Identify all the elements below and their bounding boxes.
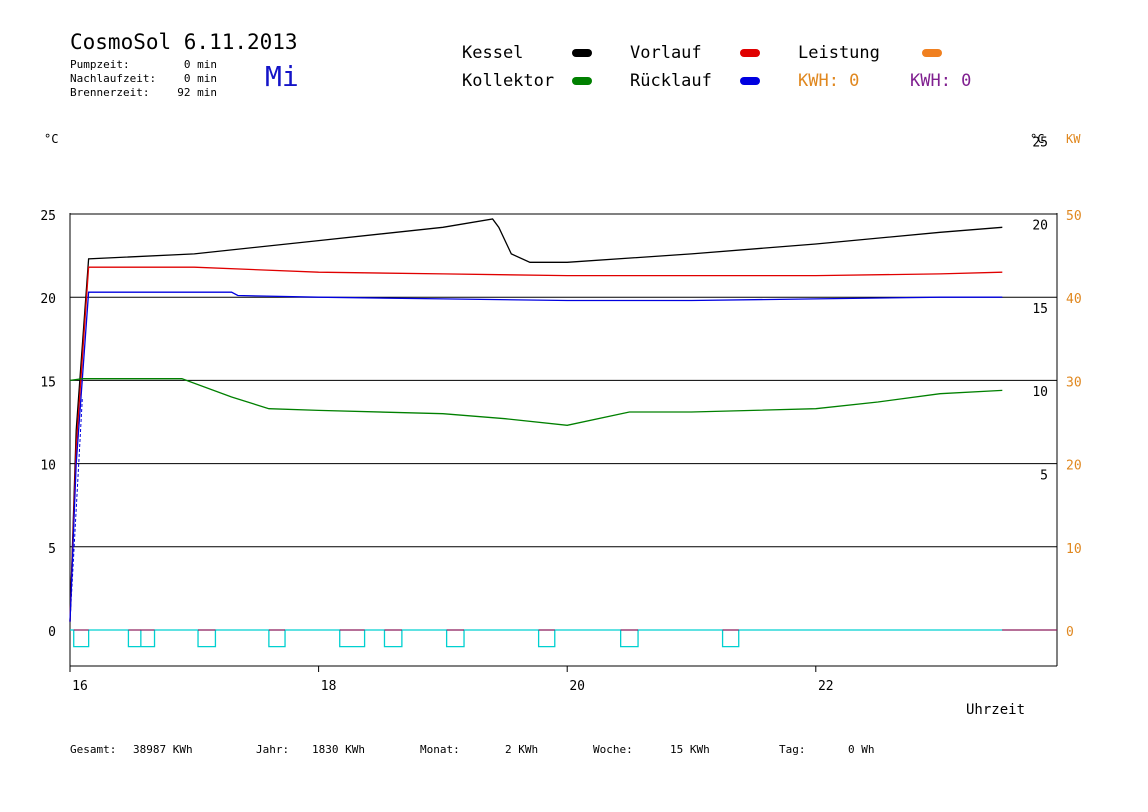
legend-leistung-label: Leistung xyxy=(798,43,880,63)
woche-label: Woche: xyxy=(593,743,633,756)
nachlaufzeit-label: Nachlaufzeit: xyxy=(70,72,157,85)
brennerzeit-label: Brennerzeit: xyxy=(70,86,150,99)
right-tick-label-10: 10 xyxy=(1032,385,1048,400)
right-axis-unit-kw: KW xyxy=(1066,132,1081,146)
right-kw-tick-label-30: 30 xyxy=(1066,375,1082,390)
weekday-label: Mi xyxy=(265,60,299,93)
gesamt-value: 38987 KWh xyxy=(133,743,193,756)
legend-kessel-label: Kessel xyxy=(462,43,524,63)
pump-pulse-line xyxy=(70,629,1003,648)
x-tick-label-16: 16 xyxy=(72,679,88,694)
legend-kollektor-label: Kollektor xyxy=(462,71,555,91)
left-tick-label-0: 0 xyxy=(48,625,56,640)
series-dashed-2 xyxy=(69,396,83,622)
series-line-rcklauf xyxy=(69,291,1003,622)
legend-kollektor-swatch xyxy=(572,77,592,85)
jahr-value: 1830 KWh xyxy=(312,743,365,756)
woche-value: 15 KWh xyxy=(670,743,710,756)
series-line-kessel xyxy=(69,218,1003,622)
x-tick-label-18: 18 xyxy=(321,679,337,694)
right-kw-tick-label-50: 50 xyxy=(1066,209,1082,224)
gesamt-label: Gesamt: xyxy=(70,743,117,756)
left-tick-label-15: 15 xyxy=(40,375,56,390)
right-kw-tick-label-0: 0 xyxy=(1066,625,1074,640)
right-tick-label-5: 5 xyxy=(1040,468,1048,483)
legend-vorlauf-label: Vorlauf xyxy=(630,43,702,63)
x-axis-label: Uhrzeit xyxy=(966,702,1026,718)
legend-vorlauf-swatch xyxy=(740,49,760,57)
kwh-orange: KWH: 0 xyxy=(798,71,860,91)
x-tick-label-22: 22 xyxy=(818,679,834,694)
right-kw-tick-label-20: 20 xyxy=(1066,459,1082,474)
left-tick-label-10: 10 xyxy=(40,459,56,474)
series-line-vorlauf xyxy=(69,266,1003,622)
monat-value: 2 KWh xyxy=(505,743,539,756)
kwh-purple: KWH: 0 xyxy=(910,71,972,91)
chart-title: CosmoSol 6.11.2013 xyxy=(70,30,298,54)
x-tick-label-20: 20 xyxy=(569,679,585,694)
right-tick-label-25: 25 xyxy=(1032,135,1048,150)
jahr-label: Jahr: xyxy=(256,743,290,756)
right-tick-label-15: 15 xyxy=(1032,302,1048,317)
legend-kessel-swatch xyxy=(572,49,592,57)
right-axis-unit: °C xyxy=(1030,132,1045,146)
legend-ruecklauf-label: Rücklauf xyxy=(630,71,712,91)
right-tick-label-20: 20 xyxy=(1032,219,1048,234)
left-tick-label-25: 25 xyxy=(40,209,56,224)
tag-value: 0 Wh xyxy=(848,743,875,756)
pumpzeit-value: 0 min xyxy=(183,58,217,71)
pumpzeit-label: Pumpzeit: xyxy=(70,58,130,71)
left-axis-unit: °C xyxy=(44,132,59,146)
nachlaufzeit-value: 0 min xyxy=(183,72,217,85)
legend-leistung-swatch xyxy=(922,49,942,57)
tag-label: Tag: xyxy=(779,743,806,756)
left-tick-label-5: 5 xyxy=(48,542,56,557)
left-tick-label-20: 20 xyxy=(40,292,56,307)
right-kw-tick-label-40: 40 xyxy=(1066,292,1082,307)
right-kw-tick-label-10: 10 xyxy=(1066,542,1082,557)
legend-ruecklauf-swatch xyxy=(740,77,760,85)
brennerzeit-value: 92 min xyxy=(177,86,217,99)
monat-label: Monat: xyxy=(420,743,460,756)
series-line-kollektor xyxy=(69,378,1003,426)
